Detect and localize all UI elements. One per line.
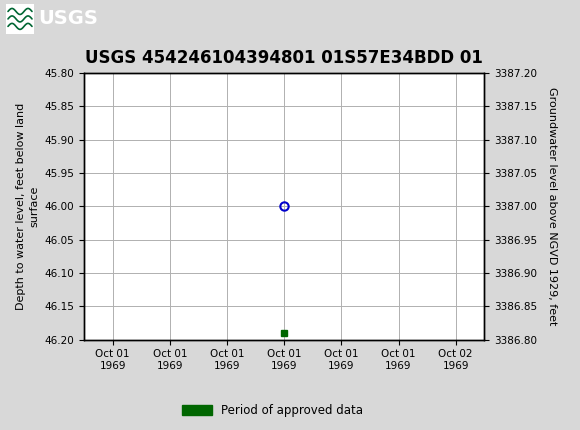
Title: USGS 454246104394801 01S57E34BDD 01: USGS 454246104394801 01S57E34BDD 01 [85,49,483,68]
Bar [6,4,34,34]
Y-axis label: Groundwater level above NGVD 1929, feet: Groundwater level above NGVD 1929, feet [546,87,557,326]
Text: USGS: USGS [38,9,98,28]
Legend: Period of approved data: Period of approved data [177,399,368,422]
Y-axis label: Depth to water level, feet below land
surface: Depth to water level, feet below land su… [16,103,39,310]
